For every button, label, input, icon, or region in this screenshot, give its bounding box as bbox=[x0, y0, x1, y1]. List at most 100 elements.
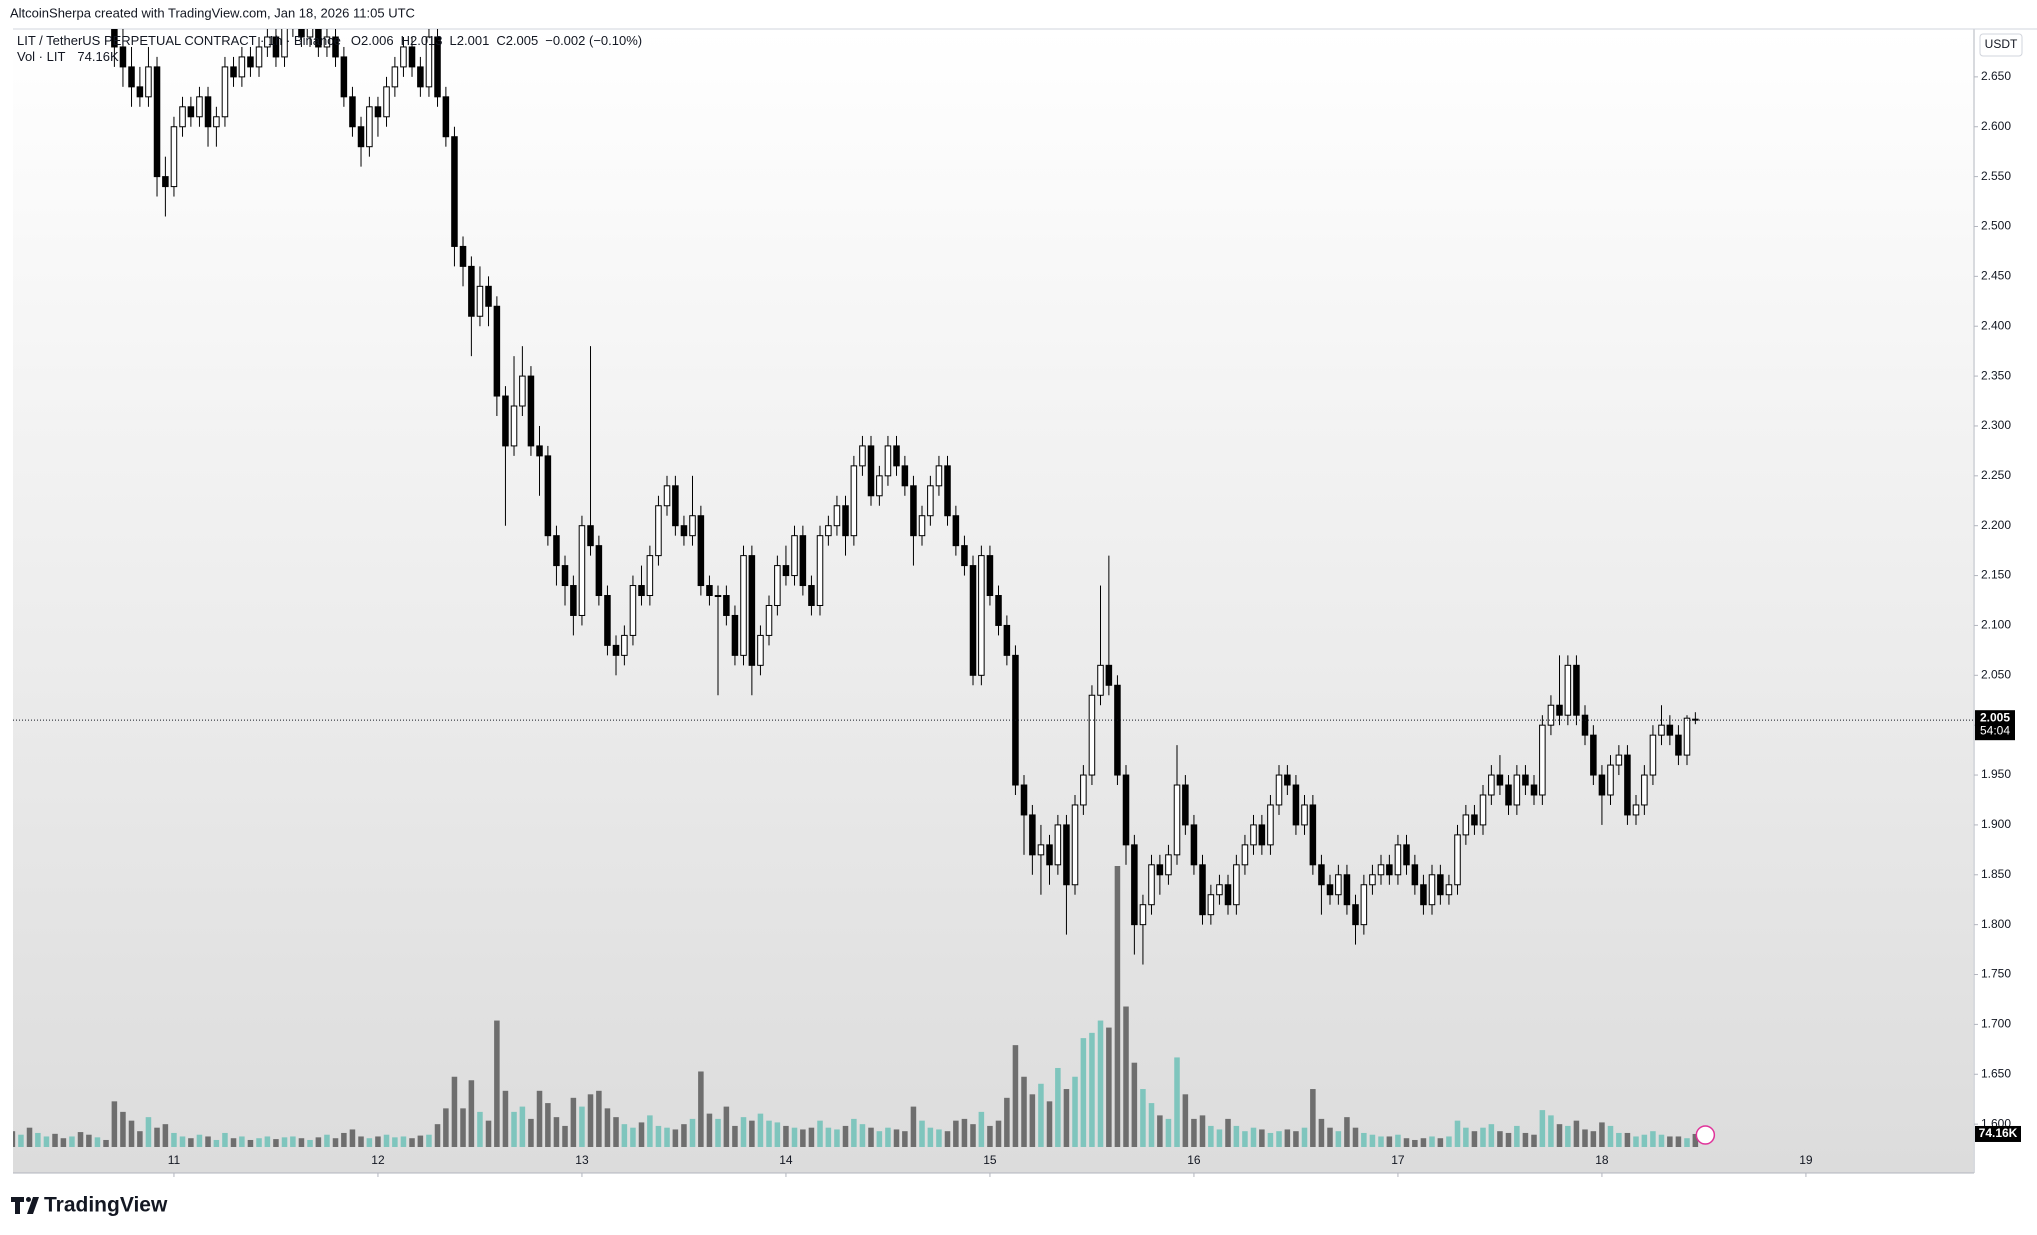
volume-bar bbox=[1386, 1136, 1393, 1147]
candle-body bbox=[680, 525, 688, 537]
volume-bar bbox=[528, 1118, 534, 1147]
candle-body bbox=[1216, 884, 1223, 896]
volume-bar bbox=[706, 1113, 713, 1147]
candle-body bbox=[476, 285, 484, 317]
x-tick-label: 16 bbox=[1187, 1153, 1201, 1167]
candle-body bbox=[587, 525, 594, 547]
y-tick-label: 1.650 bbox=[1981, 1066, 2011, 1080]
volume-bar bbox=[485, 1120, 492, 1147]
volume-bar bbox=[859, 1124, 866, 1147]
candle-body bbox=[1505, 784, 1512, 806]
candle-body bbox=[434, 36, 441, 98]
volume-bar bbox=[1590, 1131, 1597, 1147]
volume-bar bbox=[213, 1139, 220, 1147]
candle-body bbox=[1037, 844, 1045, 856]
volume-bar bbox=[1267, 1132, 1274, 1147]
y-tick-label: 2.350 bbox=[1981, 368, 2011, 382]
overlay: 1.6001.6501.7001.7501.8001.8501.9001.950… bbox=[13, 33, 2021, 1177]
volume-bar bbox=[1038, 1083, 1044, 1147]
candle-body bbox=[995, 595, 1002, 626]
volume-bar bbox=[511, 1111, 517, 1147]
candle-body bbox=[238, 56, 246, 78]
volume-bar bbox=[1437, 1138, 1444, 1147]
candle-body bbox=[910, 485, 917, 537]
volume-bar bbox=[1148, 1103, 1155, 1147]
volume-bar bbox=[1488, 1124, 1495, 1147]
volume-bar bbox=[1650, 1131, 1656, 1147]
candle-body bbox=[1658, 724, 1665, 736]
x-tick-label: 19 bbox=[1799, 1153, 1813, 1167]
volume-bar bbox=[1369, 1134, 1376, 1147]
candle-body bbox=[1411, 864, 1419, 886]
volume-bar bbox=[1055, 1067, 1061, 1147]
candle-body bbox=[1369, 874, 1376, 886]
volume-bar bbox=[196, 1134, 203, 1147]
volume-bar bbox=[868, 1127, 874, 1147]
volume-bar bbox=[1599, 1122, 1605, 1147]
candle-body bbox=[272, 36, 280, 58]
volume-bar bbox=[162, 1124, 169, 1147]
volume-bar bbox=[732, 1125, 738, 1147]
y-tick-label: 2.300 bbox=[1981, 418, 2011, 432]
volume-bar bbox=[43, 1136, 50, 1147]
volume-tag bbox=[1975, 1125, 2021, 1142]
x-tick-label: 17 bbox=[1391, 1153, 1405, 1167]
candle-body bbox=[493, 305, 501, 397]
volume-bar bbox=[60, 1138, 67, 1147]
candle-body bbox=[1088, 694, 1096, 776]
volume-bar bbox=[400, 1136, 407, 1147]
candle-body bbox=[417, 66, 424, 88]
candle-body bbox=[1267, 804, 1274, 846]
volume-bar bbox=[1497, 1131, 1503, 1147]
volume-bar bbox=[766, 1120, 772, 1147]
candle-body bbox=[400, 46, 407, 68]
volume-bar bbox=[247, 1139, 254, 1147]
volume-bar bbox=[970, 1124, 976, 1147]
volume-bar bbox=[842, 1125, 849, 1147]
y-tick-label: 1.800 bbox=[1981, 917, 2011, 931]
candle-body bbox=[1445, 884, 1453, 896]
candle-body bbox=[536, 445, 543, 457]
y-tick-label: 2.600 bbox=[1981, 119, 2011, 133]
volume-bar bbox=[604, 1108, 611, 1147]
volume-bar bbox=[562, 1125, 568, 1147]
candle-body bbox=[1564, 664, 1572, 716]
candle-body bbox=[791, 535, 798, 577]
plot-background bbox=[13, 29, 1973, 1173]
candle-body bbox=[825, 525, 832, 537]
volume-bar bbox=[834, 1129, 840, 1147]
candle-body bbox=[1394, 844, 1402, 876]
candle-body bbox=[1675, 734, 1682, 756]
volume-bar bbox=[723, 1106, 730, 1147]
volume-bar bbox=[1641, 1134, 1648, 1147]
volume-bar bbox=[936, 1129, 942, 1147]
candle-body bbox=[808, 585, 815, 606]
candle-body bbox=[1318, 864, 1325, 886]
candle-body bbox=[1683, 717, 1691, 756]
volume-bar bbox=[1089, 1032, 1095, 1147]
currency: USDT bbox=[1985, 37, 2018, 51]
candle-body bbox=[1207, 894, 1215, 916]
volume-bar bbox=[1080, 1038, 1087, 1147]
candle-body bbox=[196, 96, 203, 118]
candle-body bbox=[663, 485, 671, 507]
volume-bar bbox=[1565, 1125, 1571, 1147]
candle-body bbox=[128, 66, 135, 88]
candle-body bbox=[442, 96, 450, 138]
volume-bar bbox=[145, 1117, 152, 1147]
volume-pane bbox=[13, 866, 1699, 1147]
candle-body bbox=[153, 66, 161, 178]
volume-bar bbox=[910, 1106, 917, 1147]
candle-body bbox=[179, 106, 186, 128]
volume-bar bbox=[1276, 1131, 1282, 1147]
candle-body bbox=[604, 595, 611, 646]
volume-bar bbox=[1446, 1136, 1452, 1147]
candle-body bbox=[374, 106, 382, 118]
candle-body bbox=[1233, 864, 1240, 906]
candle-body bbox=[1386, 864, 1393, 876]
candle-body bbox=[221, 66, 229, 118]
candle-body bbox=[1148, 864, 1155, 906]
candle-body bbox=[714, 595, 722, 598]
candle-body bbox=[255, 46, 263, 68]
